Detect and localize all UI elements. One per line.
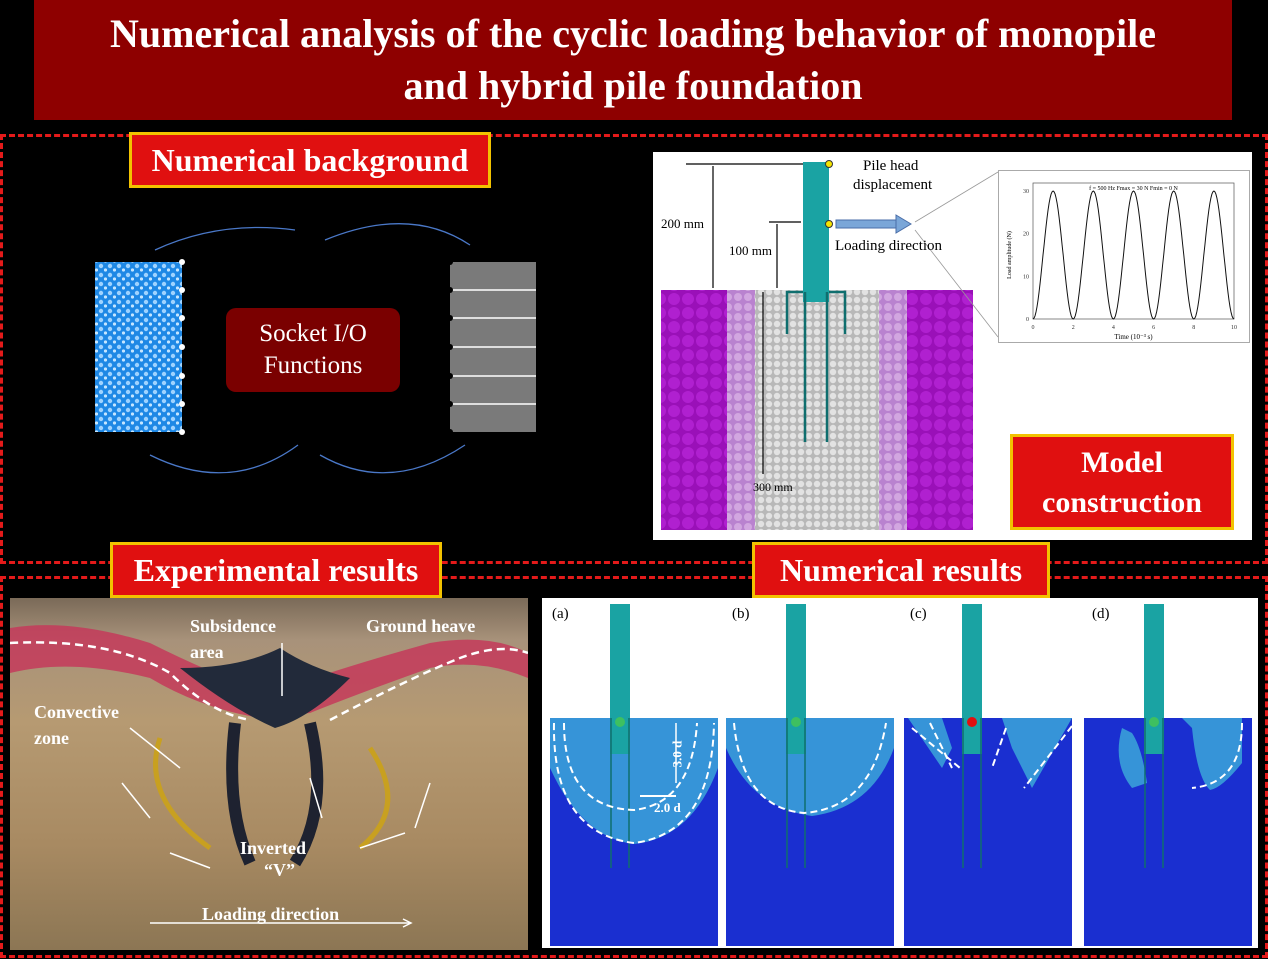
panel-label: (a) [552, 606, 569, 622]
x-tick-label: 0 [1032, 325, 1035, 331]
y-tick-label: 0 [1026, 317, 1029, 323]
x-tick-label: 4 [1112, 325, 1115, 331]
failure-boundary [563, 722, 698, 812]
x-tick-label: 8 [1192, 325, 1195, 331]
pile [1144, 604, 1164, 754]
load-chart: 0 2 4 6 8 10 0 10 20 30 Time (10⁻³ s) Load amplitud… [998, 170, 1250, 343]
page-title: Numerical analysis of the cyclic loading… [34, 0, 1232, 120]
exchange-arrows [149, 223, 471, 474]
contact-hotspot [615, 717, 625, 727]
x-tick-label: 10 [1231, 325, 1237, 331]
failure-boundary [911, 722, 1073, 789]
y-tick-label: 10 [1023, 274, 1029, 280]
bottom-section-frame [0, 576, 1268, 958]
experiment-photo: Subsidence area Ground heave Convective … [10, 598, 528, 950]
coupling-diagram [95, 223, 536, 474]
y-tick-label: 30 [1023, 189, 1029, 195]
disturbed-zone [1118, 718, 1242, 790]
x-tick-label: 2 [1072, 325, 1075, 331]
experimental-results-label: Experimental results [110, 542, 442, 598]
load-series-line [1032, 190, 1235, 320]
y-tick-label: 20 [1023, 232, 1029, 238]
contact-hotspot [967, 717, 977, 727]
socket-io-box: Socket I/O Functions [226, 308, 400, 392]
failure-boundary [552, 722, 715, 845]
pile [786, 604, 806, 754]
disturbed-zone [726, 718, 894, 816]
contact-hotspot [791, 717, 801, 727]
model-construction-label: Model construction [1010, 434, 1234, 530]
pile [610, 604, 630, 754]
panel-label: (d) [1092, 606, 1110, 622]
contact-hotspot [1149, 717, 1159, 727]
panel-label: (b) [732, 606, 750, 622]
numerical-results-label: Numerical results [752, 542, 1050, 598]
fem-mesh [447, 259, 536, 435]
numerical-results-figure: (a) (b) (c) (d) 3.0 d 2.0 d [542, 598, 1258, 948]
x-axis-label: Time (10⁻³ s) [1114, 333, 1153, 341]
disturbed-zone [908, 718, 1072, 788]
numerical-background-label: Numerical background [129, 132, 491, 188]
failure-boundary [1191, 722, 1243, 789]
chart-annotation: f = 500 Hz Fmax = 30 N Fmin = 0 N [1089, 185, 1178, 192]
particle-assembly [95, 262, 182, 432]
plot-area [1032, 182, 1235, 320]
top-section-frame [0, 134, 1268, 564]
pile [803, 162, 829, 302]
x-tick-label: 6 [1152, 325, 1155, 331]
pile [962, 604, 982, 754]
y-axis-label: Load amplitude (N) [1006, 231, 1013, 279]
failure-boundary [733, 722, 887, 815]
panel-label: (c) [910, 606, 927, 622]
